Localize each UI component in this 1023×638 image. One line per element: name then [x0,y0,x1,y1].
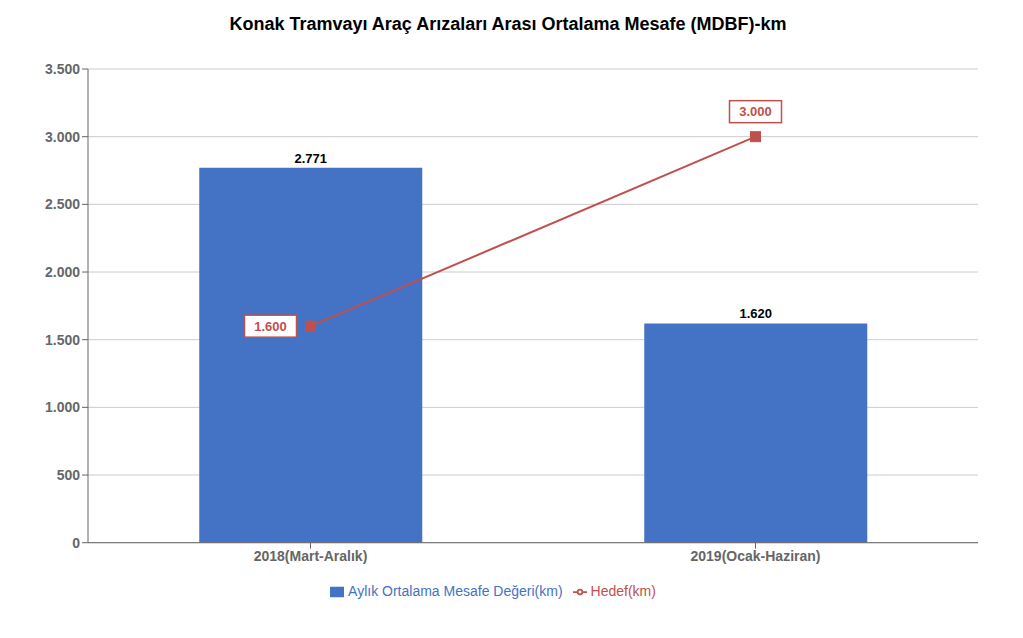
svg-text:1.000: 1.000 [45,399,80,415]
svg-text:2018(Mart-Aralık): 2018(Mart-Aralık) [254,548,368,564]
svg-text:1.600: 1.600 [254,319,287,334]
svg-text:3.000: 3.000 [739,104,772,119]
svg-text:0: 0 [72,535,80,551]
html-text:Konak Tramvayı Araç Arızaları: Konak Tramvayı Araç Arızaları Arası Orta… [229,14,787,34]
html-text:Hedef(km): Hedef(km) [590,582,656,599]
svg-text:2.000: 2.000 [45,264,80,280]
svg-text:2019(Ocak-Haziran): 2019(Ocak-Haziran) [691,548,821,564]
svg-text:2.500: 2.500 [45,196,80,212]
svg-text:2.771: 2.771 [294,151,327,166]
svg-text:3.500: 3.500 [45,61,80,77]
svg-text:500: 500 [57,467,81,483]
svg-text:1.620: 1.620 [739,306,772,321]
svg-text:1.500: 1.500 [45,332,80,348]
svg-text:3.000: 3.000 [45,129,80,145]
html-text:Aylık Ortalama Mesafe Değeri(k: Aylık Ortalama Mesafe Değeri(km) [348,582,563,599]
